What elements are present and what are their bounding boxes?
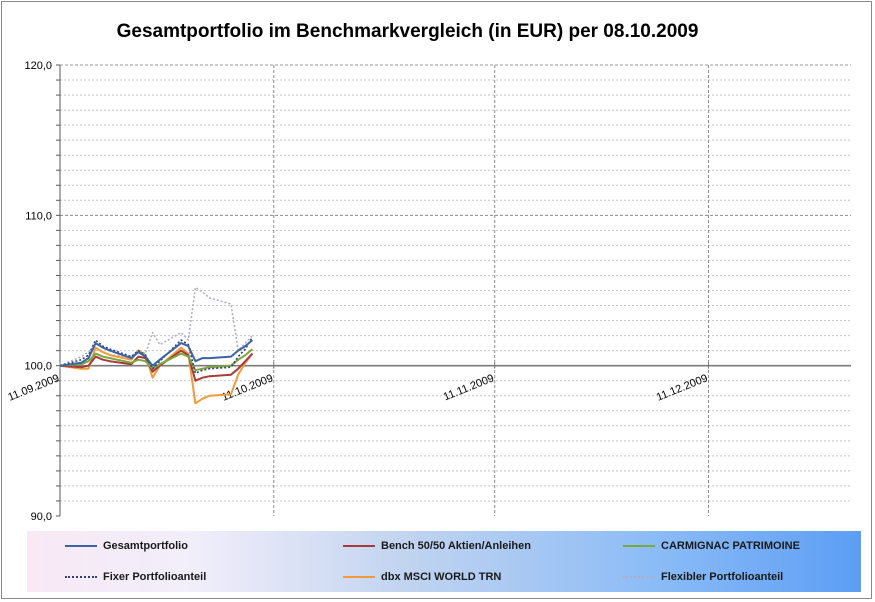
legend-swatch — [623, 576, 655, 578]
legend-item: dbx MSCI WORLD TRN — [343, 567, 501, 587]
x-tick-label: 11.10.2009 — [220, 372, 275, 403]
legend-label: Bench 50/50 Aktien/Anleihen — [381, 540, 531, 552]
chart-legend: Gesamtportfolio Bench 50/50 Aktien/Anleih… — [27, 531, 861, 592]
series-line-5 — [59, 286, 253, 367]
y-tick-label: 100,0 — [24, 361, 52, 373]
x-tick-label: 11.09.2009 — [6, 372, 61, 403]
chart-title: Gesamtportfolio im Benchmarkvergleich (i… — [116, 21, 699, 42]
legend-item: Flexibler Portfolioanteil — [623, 567, 783, 587]
y-tick-label: 90,0 — [31, 511, 52, 523]
series-line-0 — [59, 339, 254, 367]
legend-swatch — [65, 545, 97, 547]
legend-label: CARMIGNAC PATRIMOINE — [661, 540, 800, 552]
legend-label: Flexibler Portfolioanteil — [661, 571, 784, 583]
legend-label: Fixer Portfolioanteil — [103, 571, 207, 583]
legend-label: Gesamtportfolio — [103, 540, 188, 552]
legend-swatch — [65, 576, 97, 578]
series-line-1 — [59, 349, 254, 382]
legend-item: Gesamtportfolio — [65, 536, 188, 556]
legend-swatch — [623, 545, 655, 547]
legend-item: CARMIGNAC PATRIMOINE — [623, 536, 800, 556]
x-tick-label: 11.11.2009 — [442, 372, 496, 403]
series-line-4 — [59, 346, 254, 405]
series-line-2 — [59, 348, 254, 372]
y-tick-label: 120,0 — [24, 60, 52, 72]
legend-label: dbx MSCI WORLD TRN — [381, 571, 502, 583]
legend-item: Fixer Portfolioanteil — [65, 567, 206, 587]
series-line-3 — [59, 336, 254, 375]
legend-swatch — [343, 545, 375, 547]
x-tick-label: 11.12.2009 — [655, 372, 710, 403]
legend-swatch — [343, 576, 375, 578]
y-tick-label: 110,0 — [25, 210, 52, 222]
legend-item: Bench 50/50 Aktien/Anleihen — [343, 536, 531, 556]
